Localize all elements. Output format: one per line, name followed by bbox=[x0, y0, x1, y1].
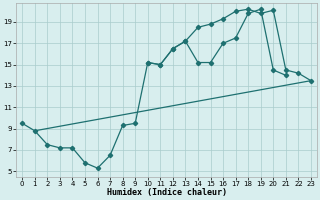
X-axis label: Humidex (Indice chaleur): Humidex (Indice chaleur) bbox=[107, 188, 227, 197]
